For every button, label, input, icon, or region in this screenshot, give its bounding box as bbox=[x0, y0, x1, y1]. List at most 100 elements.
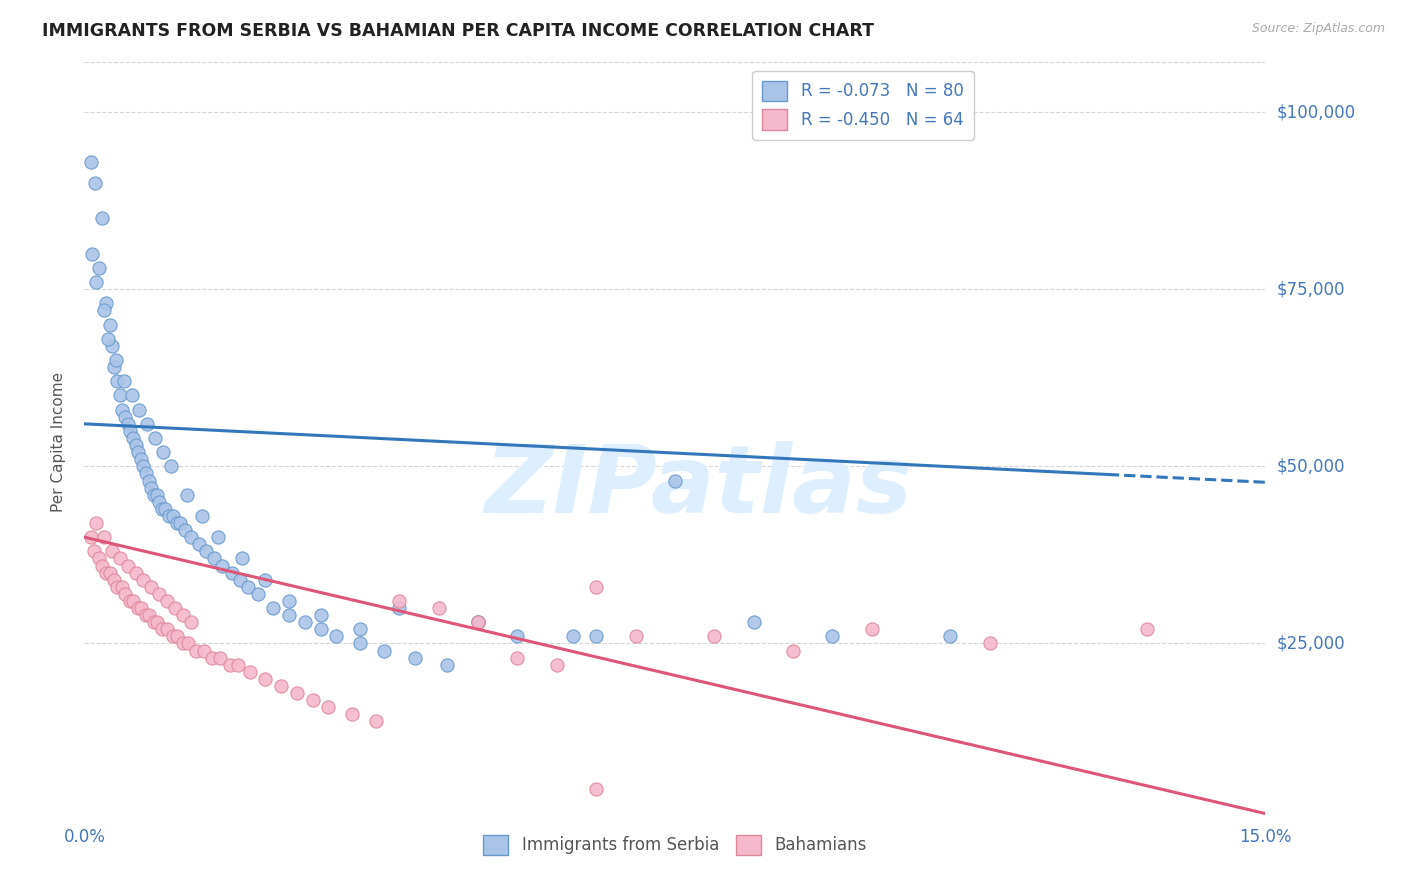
Point bbox=[979, 636, 1001, 650]
Point bbox=[349, 636, 371, 650]
Point bbox=[141, 580, 163, 594]
Point bbox=[285, 686, 308, 700]
Point bbox=[162, 508, 184, 523]
Point bbox=[160, 459, 183, 474]
Text: IMMIGRANTS FROM SERBIA VS BAHAMIAN PER CAPITA INCOME CORRELATION CHART: IMMIGRANTS FROM SERBIA VS BAHAMIAN PER C… bbox=[42, 22, 875, 40]
Point bbox=[108, 388, 131, 402]
Point bbox=[427, 601, 450, 615]
Text: Source: ZipAtlas.com: Source: ZipAtlas.com bbox=[1251, 22, 1385, 36]
Point bbox=[162, 629, 184, 643]
Point bbox=[96, 296, 118, 310]
Point bbox=[585, 629, 607, 643]
Point bbox=[141, 481, 163, 495]
Point bbox=[340, 707, 363, 722]
Point bbox=[93, 530, 115, 544]
Point bbox=[132, 573, 155, 587]
Point bbox=[114, 409, 136, 424]
Point bbox=[136, 417, 159, 431]
Point bbox=[79, 530, 101, 544]
Point bbox=[84, 516, 107, 530]
Point bbox=[124, 566, 146, 580]
Point bbox=[821, 629, 844, 643]
Point bbox=[103, 360, 125, 375]
Point bbox=[122, 594, 145, 608]
Point bbox=[246, 587, 269, 601]
Point bbox=[180, 615, 202, 630]
Point bbox=[127, 445, 149, 459]
Point bbox=[254, 672, 277, 686]
Point bbox=[174, 523, 197, 537]
Text: $100,000: $100,000 bbox=[1277, 103, 1355, 121]
Point bbox=[138, 474, 160, 488]
Point bbox=[664, 474, 686, 488]
Point bbox=[122, 431, 145, 445]
Point bbox=[117, 558, 139, 573]
Point bbox=[239, 665, 262, 679]
Point bbox=[388, 601, 411, 615]
Point bbox=[506, 629, 529, 643]
Text: $25,000: $25,000 bbox=[1277, 634, 1346, 652]
Point bbox=[118, 594, 141, 608]
Point bbox=[153, 501, 176, 516]
Point bbox=[111, 580, 134, 594]
Point bbox=[221, 566, 243, 580]
Point bbox=[150, 501, 173, 516]
Point bbox=[142, 615, 165, 630]
Point bbox=[108, 551, 131, 566]
Point bbox=[83, 544, 105, 558]
Point bbox=[166, 629, 188, 643]
Point bbox=[301, 693, 323, 707]
Point bbox=[187, 537, 209, 551]
Point bbox=[129, 452, 152, 467]
Point bbox=[107, 580, 129, 594]
Point bbox=[148, 495, 170, 509]
Point bbox=[226, 657, 249, 672]
Point bbox=[121, 388, 143, 402]
Point bbox=[146, 615, 169, 630]
Point bbox=[202, 551, 225, 566]
Point bbox=[742, 615, 765, 630]
Point bbox=[129, 601, 152, 615]
Point bbox=[146, 488, 169, 502]
Point bbox=[172, 608, 194, 623]
Point bbox=[156, 623, 179, 637]
Point bbox=[1136, 623, 1159, 637]
Point bbox=[236, 580, 259, 594]
Point bbox=[84, 275, 107, 289]
Point bbox=[132, 459, 155, 474]
Point bbox=[349, 623, 371, 637]
Point bbox=[90, 211, 112, 226]
Point bbox=[195, 544, 218, 558]
Point bbox=[278, 608, 301, 623]
Point bbox=[163, 601, 186, 615]
Point bbox=[103, 573, 125, 587]
Text: $50,000: $50,000 bbox=[1277, 458, 1346, 475]
Point bbox=[309, 608, 332, 623]
Point bbox=[98, 318, 121, 332]
Point bbox=[101, 544, 124, 558]
Point bbox=[98, 566, 121, 580]
Point bbox=[107, 374, 129, 388]
Point bbox=[546, 657, 568, 672]
Text: ZIPatlas: ZIPatlas bbox=[485, 441, 912, 533]
Point bbox=[208, 650, 231, 665]
Point bbox=[177, 636, 200, 650]
Point bbox=[172, 636, 194, 650]
Point bbox=[201, 650, 224, 665]
Point bbox=[90, 558, 112, 573]
Point bbox=[939, 629, 962, 643]
Point bbox=[467, 615, 489, 630]
Point bbox=[229, 573, 252, 587]
Point bbox=[561, 629, 583, 643]
Point bbox=[176, 488, 198, 502]
Point bbox=[467, 615, 489, 630]
Point bbox=[101, 339, 124, 353]
Legend: Immigrants from Serbia, Bahamians: Immigrants from Serbia, Bahamians bbox=[477, 828, 873, 862]
Point bbox=[270, 679, 292, 693]
Point bbox=[436, 657, 458, 672]
Point bbox=[124, 438, 146, 452]
Point bbox=[309, 623, 332, 637]
Point bbox=[97, 332, 120, 346]
Point bbox=[219, 657, 242, 672]
Point bbox=[104, 353, 127, 368]
